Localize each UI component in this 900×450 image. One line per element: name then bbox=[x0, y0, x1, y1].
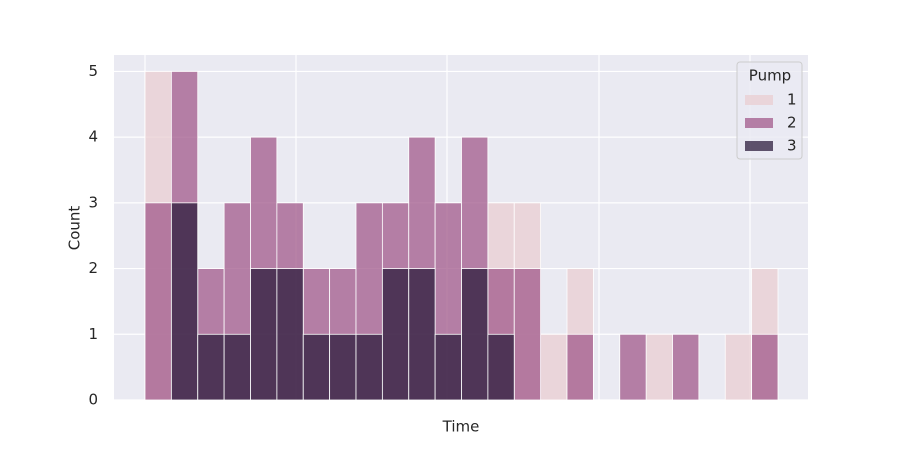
bar bbox=[540, 333, 568, 401]
bar bbox=[329, 333, 357, 401]
legend-swatch bbox=[745, 95, 773, 105]
bar bbox=[144, 202, 172, 401]
bar bbox=[197, 333, 225, 401]
legend-swatch bbox=[745, 118, 773, 128]
y-tick-label: 0 bbox=[88, 391, 98, 409]
bar bbox=[302, 333, 331, 401]
bar bbox=[434, 333, 462, 401]
bar bbox=[487, 333, 515, 401]
bar bbox=[355, 333, 383, 401]
bar bbox=[408, 268, 436, 401]
bar bbox=[751, 333, 779, 401]
bar bbox=[513, 268, 542, 401]
y-tick-label: 2 bbox=[88, 259, 98, 277]
legend-title: Pump bbox=[749, 67, 791, 85]
legend-label: 3 bbox=[787, 137, 797, 155]
y-axis-label: Count bbox=[66, 206, 84, 251]
legend-label: 1 bbox=[787, 91, 797, 109]
bar bbox=[566, 333, 594, 401]
bar bbox=[223, 333, 251, 401]
y-tick-label: 3 bbox=[88, 193, 98, 211]
bar bbox=[276, 268, 304, 401]
y-tick-label: 5 bbox=[88, 62, 98, 80]
bar bbox=[461, 268, 489, 401]
bar bbox=[724, 333, 753, 401]
y-tick-label: 4 bbox=[88, 128, 98, 146]
bar bbox=[672, 333, 700, 401]
bar bbox=[381, 268, 410, 401]
bar bbox=[170, 202, 199, 401]
legend-box bbox=[736, 61, 803, 160]
y-tick-label: 1 bbox=[88, 325, 98, 343]
legend-swatch bbox=[745, 141, 773, 151]
x-axis-label: Time bbox=[442, 418, 480, 436]
bar bbox=[645, 333, 673, 401]
legend-label: 2 bbox=[787, 114, 797, 132]
bar bbox=[250, 268, 278, 401]
bar bbox=[619, 333, 647, 401]
